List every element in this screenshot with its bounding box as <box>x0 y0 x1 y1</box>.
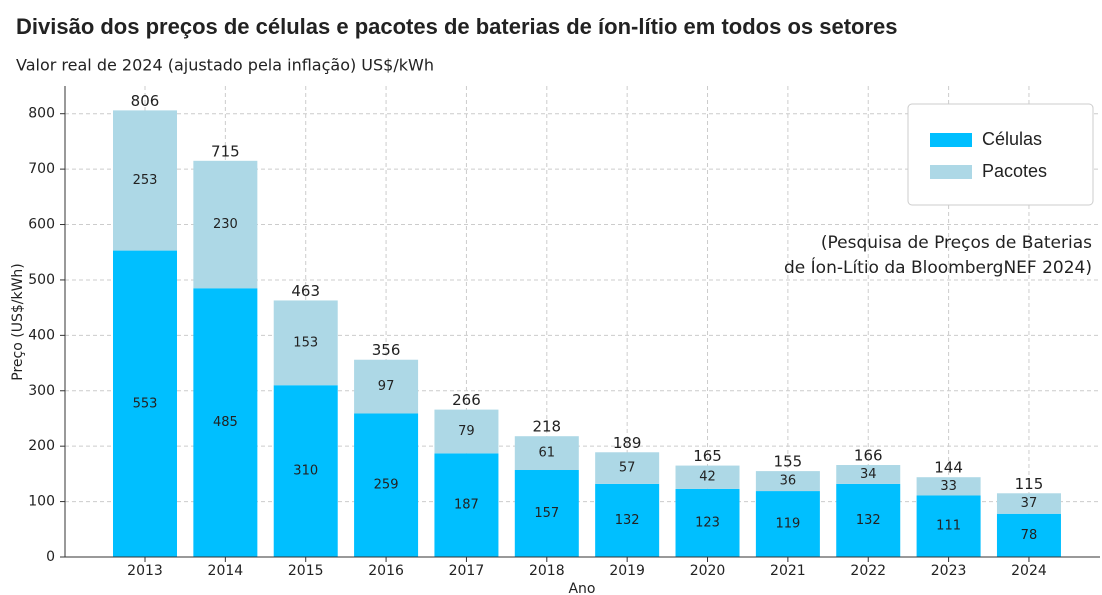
total-label: 715 <box>211 142 240 160</box>
bar-segment <box>916 495 981 557</box>
value-label: 187 <box>454 498 479 513</box>
value-label: 153 <box>293 335 318 350</box>
legend-label: Células <box>982 129 1042 149</box>
x-axis-label: Ano <box>568 581 595 595</box>
legend-swatch <box>930 165 972 179</box>
value-label: 36 <box>780 474 797 489</box>
x-tick-label: 2018 <box>529 563 565 579</box>
x-tick-label: 2021 <box>770 563 806 579</box>
bar-segment <box>595 483 660 557</box>
value-label: 230 <box>213 217 238 232</box>
value-label: 157 <box>534 506 559 521</box>
bar-segment <box>514 470 579 557</box>
legend-box <box>907 103 1094 206</box>
x-tick-label: 2023 <box>931 563 967 579</box>
bar-segment <box>514 436 579 471</box>
total-label: 166 <box>854 447 883 465</box>
bar-segment <box>193 288 258 557</box>
legend-label: Pacotes <box>982 161 1047 181</box>
value-label: 132 <box>615 513 640 528</box>
y-tick-label: 800 <box>28 106 55 122</box>
bar-segment <box>996 513 1061 557</box>
bar-segment <box>354 359 419 414</box>
total-label: 463 <box>291 282 320 300</box>
bar-segment <box>193 160 258 289</box>
y-tick-label: 400 <box>28 327 55 343</box>
value-label: 553 <box>133 396 158 411</box>
bar-segment <box>113 110 177 251</box>
bar-segment <box>755 491 820 557</box>
value-label: 42 <box>699 470 716 485</box>
total-label: 115 <box>1015 475 1044 493</box>
x-tick-label: 2020 <box>690 563 726 579</box>
x-tick-label: 2013 <box>127 563 163 579</box>
value-label: 111 <box>936 519 961 534</box>
annotation: (Pesquisa de Preços de Baterias <box>821 233 1092 253</box>
x-tick-label: 2017 <box>449 563 485 579</box>
value-label: 37 <box>1021 496 1038 511</box>
total-label: 356 <box>372 341 401 359</box>
bar-segment <box>434 409 499 454</box>
x-tick-label: 2015 <box>288 563 324 579</box>
value-label: 78 <box>1021 528 1038 543</box>
chart-title: Divisão dos preços de células e pacotes … <box>16 14 898 39</box>
total-label: 218 <box>532 418 561 436</box>
y-tick-label: 300 <box>28 383 55 399</box>
total-label: 144 <box>934 459 963 477</box>
y-tick-label: 0 <box>46 549 55 565</box>
y-tick-label: 600 <box>28 217 55 233</box>
total-label: 189 <box>613 434 642 452</box>
x-tick-label: 2022 <box>850 563 886 579</box>
y-tick-label: 100 <box>28 494 55 510</box>
bar-segment <box>996 493 1061 514</box>
bar-segment <box>755 471 820 492</box>
bar-segment <box>675 488 740 557</box>
bar-segment <box>354 413 419 557</box>
value-label: 259 <box>374 478 399 493</box>
total-label: 165 <box>693 447 722 465</box>
y-tick-label: 700 <box>28 161 55 177</box>
value-label: 79 <box>458 424 475 439</box>
value-label: 119 <box>775 517 800 532</box>
x-tick-label: 2019 <box>609 563 645 579</box>
bar-segment <box>675 465 740 489</box>
value-label: 97 <box>378 379 395 394</box>
bar-segment <box>273 385 338 557</box>
y-tick-label: 500 <box>28 272 55 288</box>
x-tick-label: 2014 <box>208 563 244 579</box>
legend-swatch <box>930 133 972 147</box>
bar-segment <box>113 250 177 557</box>
value-label: 61 <box>539 446 556 461</box>
value-label: 123 <box>695 515 720 530</box>
bar-segment <box>595 452 660 484</box>
total-label: 155 <box>774 453 803 471</box>
x-tick-label: 2016 <box>368 563 404 579</box>
value-label: 485 <box>213 415 238 430</box>
y-tick-label: 200 <box>28 438 55 454</box>
value-label: 253 <box>133 173 158 188</box>
bar-segment <box>916 477 981 496</box>
chart-subtitle: Valor real de 2024 (ajustado pela inflaç… <box>16 56 434 75</box>
bar-segment <box>836 483 901 557</box>
bar-segment <box>836 465 901 484</box>
annotation: de Íon-Lítio da BloombergNEF 2024) <box>784 256 1092 278</box>
total-label: 806 <box>131 92 160 110</box>
value-label: 34 <box>860 467 877 482</box>
x-tick-label: 2024 <box>1011 563 1047 579</box>
value-label: 310 <box>293 464 318 479</box>
bar-segment <box>273 300 338 386</box>
value-label: 132 <box>856 513 881 528</box>
value-label: 33 <box>940 479 957 494</box>
total-label: 266 <box>452 391 481 409</box>
bar-segment <box>434 453 499 557</box>
value-label: 57 <box>619 461 636 476</box>
y-axis-label: Preço (US$/kWh) <box>10 263 26 380</box>
